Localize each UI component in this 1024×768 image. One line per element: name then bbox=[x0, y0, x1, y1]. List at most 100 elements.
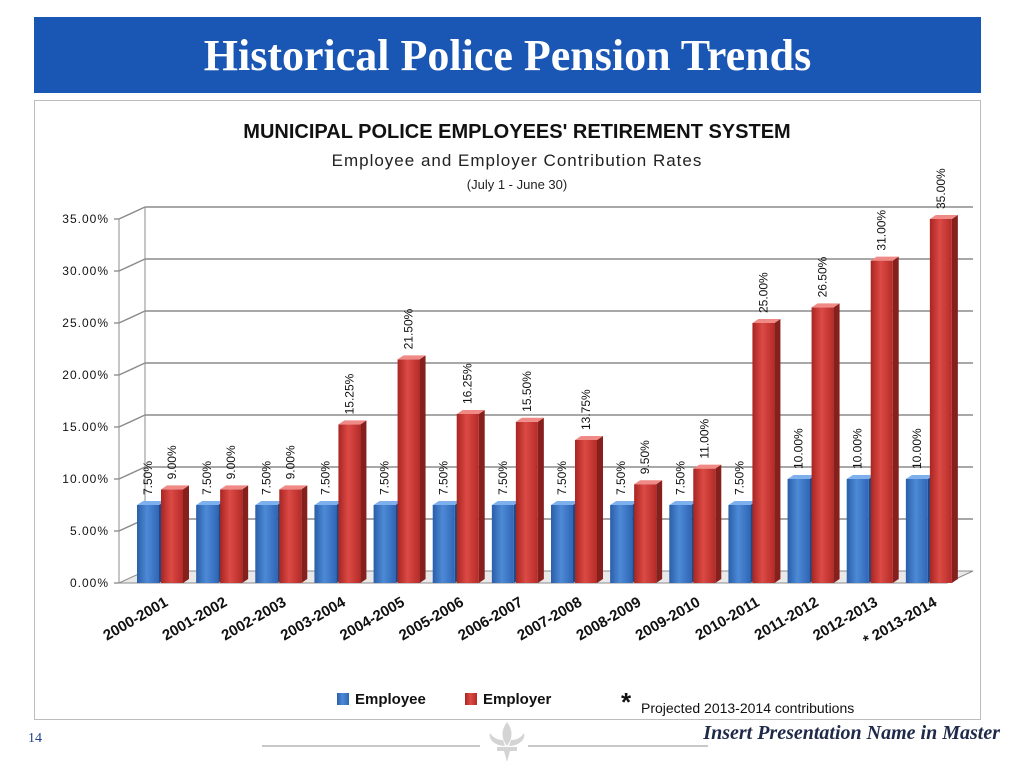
legend-swatch-employer bbox=[465, 693, 477, 705]
chart: MUNICIPAL POLICE EMPLOYEES' RETIREMENT S… bbox=[62, 121, 974, 717]
employee-bar bbox=[373, 501, 402, 583]
x-tick-label: 2006-2007 bbox=[455, 594, 526, 645]
chart-frame: MUNICIPAL POLICE EMPLOYEES' RETIREMENT S… bbox=[34, 100, 981, 720]
data-label: 9.00% bbox=[283, 445, 297, 479]
chart-title: MUNICIPAL POLICE EMPLOYEES' RETIREMENT S… bbox=[243, 121, 790, 143]
employee-bar bbox=[137, 501, 165, 583]
x-tick-label: 2011-2012 bbox=[752, 594, 822, 644]
gridline-depth bbox=[118, 362, 146, 376]
data-label: 7.50% bbox=[437, 461, 451, 495]
employee-bar bbox=[610, 501, 639, 583]
data-label: 7.50% bbox=[496, 461, 510, 495]
data-label: 10.00% bbox=[851, 428, 865, 469]
employer-bar bbox=[693, 464, 722, 583]
employer-bar bbox=[338, 420, 367, 583]
employer-bar bbox=[929, 215, 958, 583]
employee-bar bbox=[669, 501, 698, 583]
data-label: 9.00% bbox=[165, 445, 179, 479]
y-axis: 0.00% 5.00% 10.00% 15.00% 20.00% 25.00% 30.00%… bbox=[62, 207, 146, 590]
employee-bar bbox=[905, 475, 934, 583]
x-tick-label: 2007-2008 bbox=[514, 594, 585, 645]
data-label: 15.25% bbox=[342, 373, 356, 414]
x-tick-label: 2000-2001 bbox=[100, 594, 171, 645]
data-label: 7.50% bbox=[378, 461, 392, 495]
gridline-depth bbox=[118, 206, 146, 220]
employee-bar bbox=[787, 475, 816, 583]
y-tick-label: 10.00% bbox=[62, 472, 109, 486]
data-label: 26.50% bbox=[816, 256, 830, 297]
employee-bar bbox=[314, 501, 343, 583]
y-tick-label: 35.00% bbox=[62, 212, 109, 226]
footnote-asterisk: * bbox=[621, 687, 632, 717]
employer-bar bbox=[870, 256, 899, 583]
employee-bar bbox=[255, 501, 284, 583]
data-label: 7.50% bbox=[259, 461, 273, 495]
data-label: 7.50% bbox=[555, 461, 569, 495]
x-tick-label: 2009-2010 bbox=[633, 594, 704, 645]
footer-divider-right bbox=[528, 745, 708, 747]
data-label: 9.00% bbox=[224, 445, 238, 479]
employer-bar bbox=[220, 485, 249, 583]
data-label: 13.75% bbox=[579, 389, 593, 430]
data-label: 7.50% bbox=[732, 461, 746, 495]
data-label: 16.25% bbox=[461, 363, 475, 404]
data-labels: 7.50% 9.00% 7.50% 9.00% 7.50% 9.00% 7.50% 15.25… bbox=[141, 168, 948, 495]
employer-bar bbox=[397, 355, 426, 583]
title-bar: Historical Police Pension Trends bbox=[34, 17, 981, 93]
x-tick-label: 2005-2006 bbox=[396, 594, 467, 645]
employee-bar bbox=[846, 475, 875, 583]
employer-bar bbox=[161, 485, 189, 583]
y-tick-label: 5.00% bbox=[70, 524, 109, 538]
data-label: 7.50% bbox=[141, 461, 155, 495]
legend-swatch-employee bbox=[337, 693, 349, 705]
x-tick-label: 2003-2004 bbox=[278, 593, 349, 644]
y-tick-label: 25.00% bbox=[62, 316, 109, 330]
employer-bar bbox=[752, 319, 781, 583]
legend-label-employee: Employee bbox=[355, 691, 426, 708]
data-label: 35.00% bbox=[934, 168, 948, 209]
slide-title: Historical Police Pension Trends bbox=[203, 31, 812, 80]
y-tick-label: 0.00% bbox=[70, 576, 109, 590]
gridline-depth bbox=[118, 310, 146, 324]
data-label: 9.50% bbox=[638, 440, 652, 474]
x-tick-label: 2004-2005 bbox=[337, 594, 408, 645]
data-label: 7.50% bbox=[673, 461, 687, 495]
data-label: 10.00% bbox=[792, 428, 806, 469]
x-tick-label: 2008-2009 bbox=[574, 594, 645, 645]
gridline-depth bbox=[118, 414, 146, 428]
data-label: 31.00% bbox=[875, 210, 889, 251]
fleur-de-lis-icon bbox=[489, 722, 525, 762]
y-tick-label: 20.00% bbox=[62, 368, 109, 382]
employer-bar bbox=[634, 480, 663, 583]
employee-bar bbox=[551, 501, 579, 583]
employee-bar bbox=[728, 501, 757, 583]
gridline-depth bbox=[118, 466, 146, 480]
slide-number: 14 bbox=[28, 731, 42, 746]
x-axis: 2000-20012001-20022002-20032003-20042004… bbox=[100, 593, 940, 649]
data-label: 11.00% bbox=[697, 418, 711, 458]
data-label: 21.50% bbox=[402, 308, 416, 349]
footnote-text: Projected 2013-2014 contributions bbox=[641, 700, 854, 716]
x-tick-label: 2001-2002 bbox=[160, 594, 231, 645]
footer-presentation-name: Insert Presentation Name in Master bbox=[703, 722, 1000, 744]
legend: Employee Employer bbox=[337, 691, 552, 708]
y-tick-label: 30.00% bbox=[62, 264, 109, 278]
legend-label-employer: Employer bbox=[483, 691, 552, 708]
bars bbox=[137, 215, 958, 583]
chart-subtitle: Employee and Employer Contribution Rates bbox=[332, 151, 703, 170]
gridline-depth bbox=[118, 258, 146, 272]
x-tick-label: 2010-2011 bbox=[693, 594, 763, 644]
employer-bar bbox=[515, 417, 544, 583]
employer-bar bbox=[279, 485, 308, 583]
employer-bar bbox=[575, 436, 603, 583]
chart-subtitle-dates: (July 1 - June 30) bbox=[467, 177, 567, 192]
employer-bar bbox=[811, 303, 840, 583]
data-label: 25.00% bbox=[756, 272, 770, 313]
data-label: 10.00% bbox=[910, 428, 924, 469]
footer-divider-left bbox=[262, 745, 480, 747]
x-tick-label: 2002-2003 bbox=[219, 594, 290, 645]
data-label: 7.50% bbox=[200, 461, 214, 495]
data-label: 15.50% bbox=[520, 371, 534, 412]
data-label: 7.50% bbox=[614, 461, 628, 495]
y-tick-label: 15.00% bbox=[62, 420, 109, 434]
